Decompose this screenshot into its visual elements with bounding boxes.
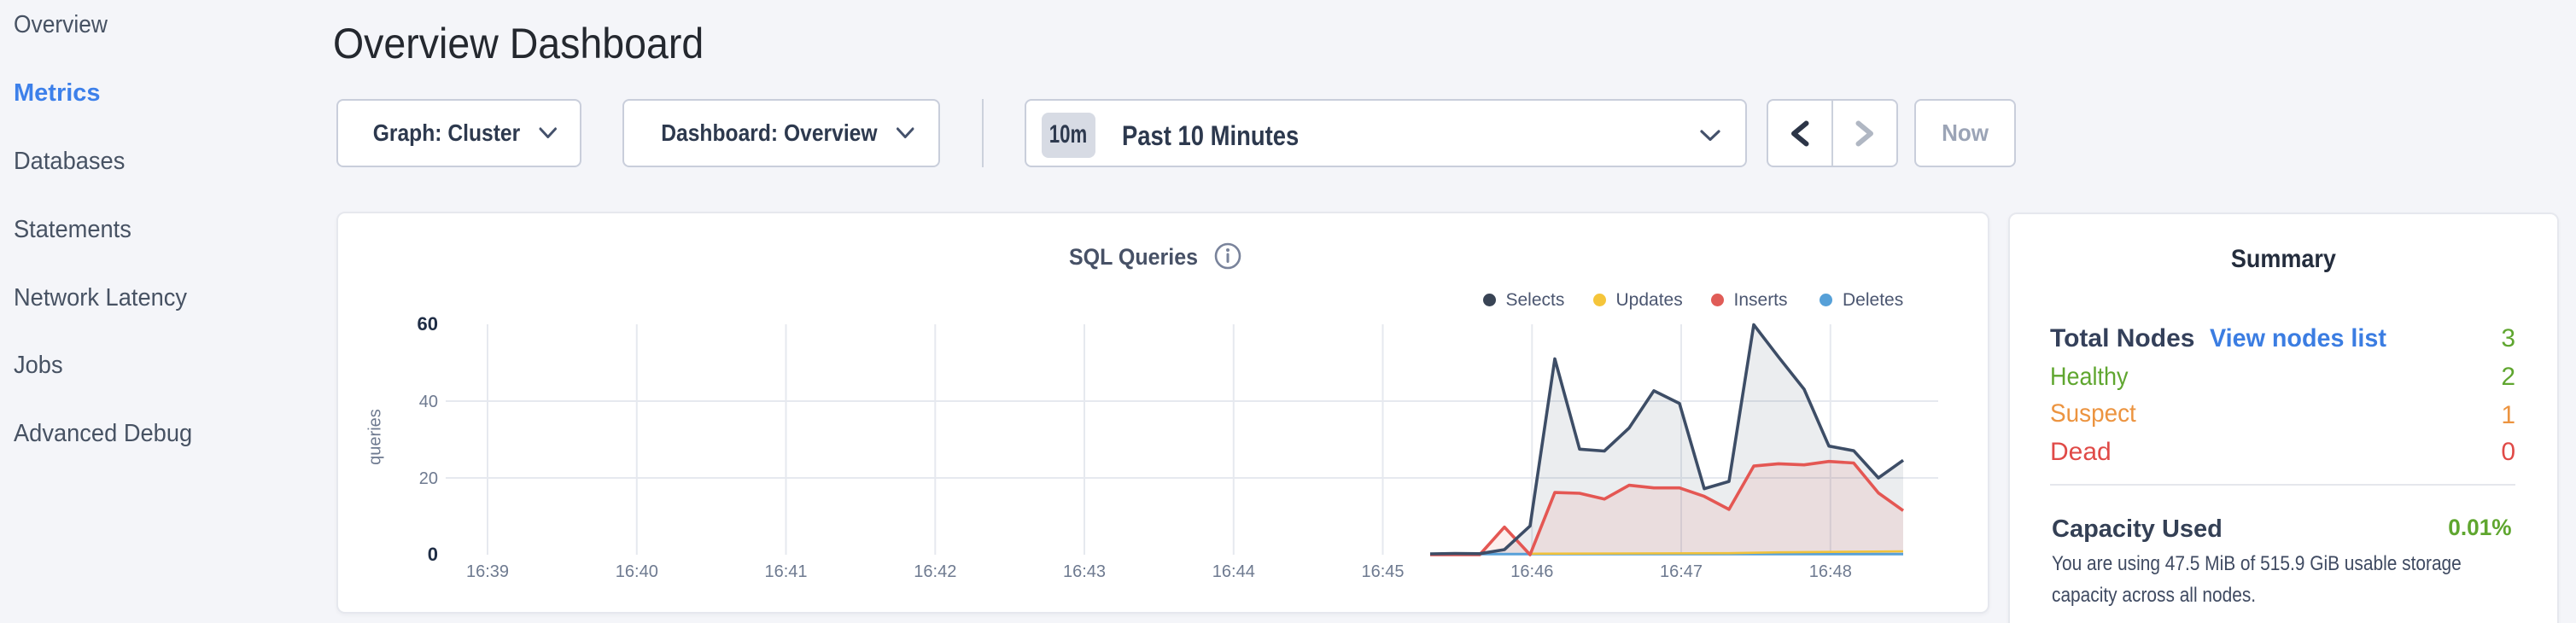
svg-text:20: 20 bbox=[419, 469, 438, 488]
svg-text:16:43: 16:43 bbox=[1063, 562, 1106, 581]
svg-text:16:45: 16:45 bbox=[1361, 562, 1404, 581]
svg-text:16:47: 16:47 bbox=[1660, 562, 1703, 581]
svg-text:16:46: 16:46 bbox=[1510, 562, 1553, 581]
svg-text:16:48: 16:48 bbox=[1809, 562, 1852, 581]
svg-text:16:40: 16:40 bbox=[616, 562, 658, 581]
svg-text:40: 40 bbox=[419, 393, 438, 411]
svg-text:0: 0 bbox=[428, 544, 438, 565]
svg-text:16:41: 16:41 bbox=[764, 562, 807, 581]
svg-text:16:42: 16:42 bbox=[914, 562, 956, 581]
svg-text:queries: queries bbox=[366, 409, 385, 465]
svg-text:16:44: 16:44 bbox=[1212, 562, 1255, 581]
svg-text:60: 60 bbox=[418, 313, 438, 335]
svg-text:16:39: 16:39 bbox=[466, 562, 509, 581]
